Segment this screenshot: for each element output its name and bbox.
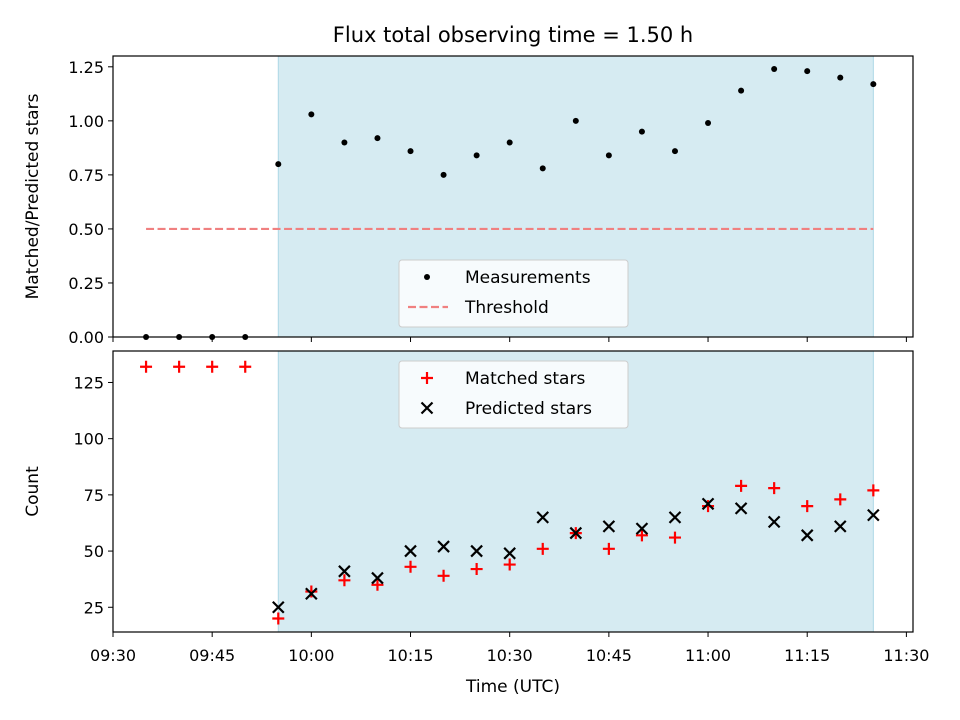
matched-point [503,558,516,571]
predicted-point [602,520,616,533]
y-axis-label: Count [23,466,43,517]
y-tick-label: 50 [84,542,104,561]
legend-label: Measurements [465,268,591,288]
y-tick-label: 0.00 [68,328,104,347]
flux-ratio-panel: 0.00 0.25 0.50 0.75 1.00 1.25 Matched/Predicte… [23,55,914,347]
predicted-point [470,544,483,558]
measurement-point [638,128,645,135]
predicted-point [338,565,351,578]
predicted-point [800,529,814,542]
axes-frame [112,55,914,338]
x-tick-label: 10:15 [387,646,433,665]
measurement-point [870,81,877,88]
legend-plus-icon [421,372,433,384]
matched-point [668,531,681,544]
matched-point [404,560,417,573]
predicted-point [767,515,781,529]
y-tick-label: 0.25 [68,274,104,293]
measurement-point [771,65,778,72]
matched-point [470,563,483,576]
y-tick-label: 0.75 [68,166,104,185]
predicted-point [833,520,847,533]
y-tick-label: 100 [73,430,104,449]
measurement-point [738,87,745,94]
legend-box [398,259,629,328]
matched-point [635,529,648,542]
star-count-panel: 25 50 75 100 125 Count 09:30 09:45 10:00 10:15 10:… [23,350,929,665]
y-tick-label: 125 [73,373,104,392]
predicted-point [734,502,748,515]
y-tick-label: 75 [84,486,104,505]
legend-x-icon [420,401,434,415]
matched-point [735,479,748,492]
matched-point [801,500,814,513]
predicted-point [437,540,450,553]
matched-point [602,542,615,555]
measurement-point [473,152,480,159]
predicted-point [503,547,516,560]
measurement-point [671,148,678,155]
matched-point [338,574,351,587]
predicted-point [668,511,682,524]
matched-point [702,500,715,513]
predicted-point [404,544,417,558]
y-tick-label: 1.00 [68,112,104,131]
legend-label: Matched stars [465,369,585,389]
predicted-point [635,522,649,535]
matched-point [272,612,285,625]
x-axis-label: Time (UTC) [465,677,560,697]
predicted-point [569,526,583,540]
matched-point [536,542,549,555]
matched-point [206,360,219,373]
legend-label: Predicted stars [465,399,592,419]
matched-point [834,493,847,506]
measurement-point [506,139,513,146]
matched-point [239,360,252,373]
x-tick-label: 09:45 [189,646,235,665]
legend-dot-icon [424,274,430,280]
measurement-point [705,120,712,127]
measurement-point [837,74,844,81]
matched-point [867,484,880,497]
predicted-point [305,587,318,601]
measurement-point [407,148,414,155]
matched-point [437,569,450,582]
x-tick-label: 10:45 [586,646,632,665]
y-tick-label: 0.50 [68,220,104,239]
x-tick-label: 10:00 [288,646,334,665]
y-tick-label: 1.25 [68,58,104,77]
matched-point [768,482,781,495]
measurement-point [374,135,381,142]
legend-label: Threshold [464,298,549,318]
measurement-point [804,68,811,75]
x-tick-label: 11:15 [784,646,830,665]
measurement-point [308,111,315,118]
measurement-point [572,117,579,124]
x-tick-label: 11:30 [883,646,929,665]
matched-point [140,360,153,373]
measurement-point [605,152,612,159]
matched-point [305,585,318,598]
predicted-point [272,600,285,614]
predicted-point [867,508,880,522]
y-axis-label: Matched/Predicted stars [23,93,43,299]
predicted-point [536,511,550,524]
chart-title: Flux total observing time = 1.50 h [333,23,693,47]
legend-box [398,360,629,429]
measurement-point [341,139,348,146]
x-tick-label: 11:00 [685,646,731,665]
y-tick-label: 25 [84,598,104,617]
axes-frame [112,350,914,633]
measurement-point [539,165,546,172]
matched-point [173,360,186,373]
measurement-point [275,161,282,168]
predicted-point [371,571,384,585]
matched-point [371,578,384,591]
predicted-point [701,497,715,511]
measurement-point [440,171,447,178]
x-tick-label: 10:30 [487,646,533,665]
x-tick-label: 09:30 [90,646,136,665]
